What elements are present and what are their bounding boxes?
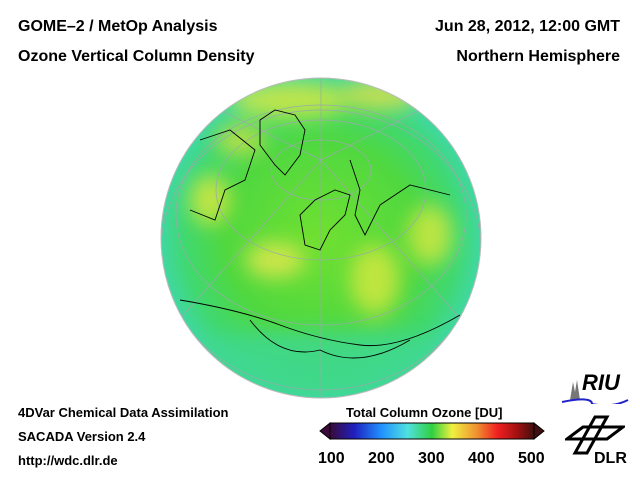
dlr-logo-text: DLR xyxy=(594,450,627,467)
colorbar xyxy=(319,421,545,441)
colorbar-tick: 200 xyxy=(368,450,395,467)
colorbar-min-arrow xyxy=(319,421,331,441)
title-quantity: Ozone Vertical Column Density xyxy=(18,48,255,65)
colorbar-title: Total Column Ozone [DU] xyxy=(346,405,503,420)
title-region: Northern Hemisphere xyxy=(456,48,620,65)
dlr-logo xyxy=(565,415,625,455)
colorbar-tick: 500 xyxy=(518,450,545,467)
title-date: Jun 28, 2012, 12:00 GMT xyxy=(435,18,620,35)
riu-logo xyxy=(561,380,629,404)
colorbar-tick: 300 xyxy=(418,450,445,467)
coastlines xyxy=(179,109,461,359)
footer-version: SACADA Version 2.4 xyxy=(18,429,146,444)
footer-url-link[interactable]: http://wdc.dlr.de xyxy=(18,453,118,468)
colorbar-tick: 100 xyxy=(318,450,345,467)
colorbar-tick: 400 xyxy=(468,450,495,467)
footer-method: 4DVar Chemical Data Assimilation xyxy=(18,405,229,420)
title-product: GOME–2 / MetOp Analysis xyxy=(18,18,218,35)
colorbar-max-arrow xyxy=(533,421,545,441)
riu-logo-text: RIU xyxy=(582,370,620,395)
